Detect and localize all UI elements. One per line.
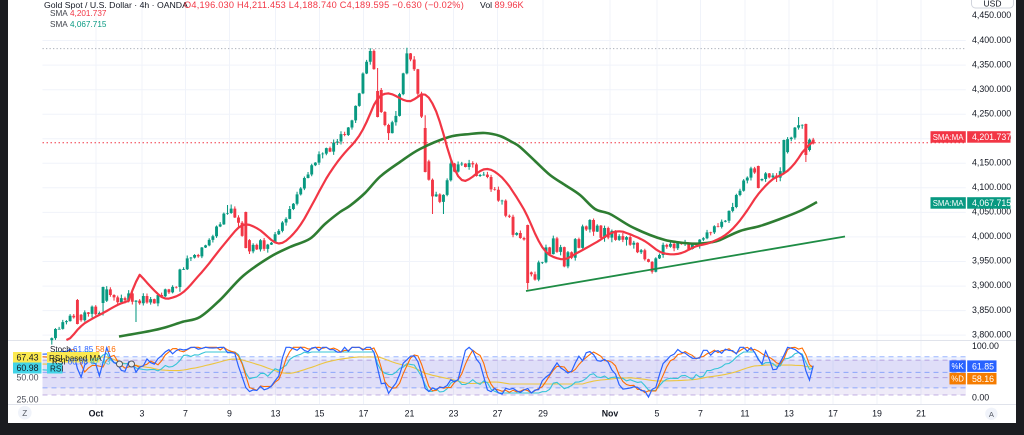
- svg-text:23: 23: [449, 409, 459, 419]
- svg-text:5: 5: [655, 409, 660, 419]
- svg-text:A: A: [989, 410, 995, 419]
- svg-text:4,400.000: 4,400.000: [972, 35, 1011, 45]
- svg-text:89.96K: 89.96K: [495, 0, 525, 10]
- svg-text:SMA 4,067.715: SMA 4,067.715: [50, 20, 107, 29]
- svg-text:SMA:MA: SMA:MA: [933, 199, 965, 208]
- svg-text:Z: Z: [22, 409, 27, 418]
- svg-text:3,800.000: 3,800.000: [972, 329, 1011, 339]
- svg-text:67.43: 67.43: [17, 353, 39, 363]
- svg-text:7: 7: [698, 409, 703, 419]
- svg-text:RSI 60.98 67.43: RSI 60.98 67.43: [52, 358, 111, 367]
- svg-text:21: 21: [405, 409, 415, 419]
- svg-text:58.16: 58.16: [972, 374, 994, 384]
- svg-text:Oct: Oct: [89, 409, 104, 419]
- svg-text:Nov: Nov: [602, 409, 619, 419]
- svg-text:4,150.000: 4,150.000: [972, 158, 1011, 168]
- svg-text:25.00: 25.00: [17, 394, 39, 404]
- svg-text:27: 27: [493, 409, 503, 419]
- svg-text:13: 13: [271, 409, 281, 419]
- svg-text:4,450.000: 4,450.000: [972, 10, 1011, 20]
- svg-text:9: 9: [227, 409, 232, 419]
- svg-text:4,000.000: 4,000.000: [972, 231, 1011, 241]
- svg-text:3,900.000: 3,900.000: [972, 280, 1011, 290]
- svg-text:Stoch 61.85 58.16: Stoch 61.85 58.16: [50, 345, 116, 354]
- svg-text:3: 3: [140, 409, 145, 419]
- svg-text:11: 11: [740, 409, 749, 419]
- svg-text:4,201.737: 4,201.737: [972, 132, 1011, 142]
- svg-text:RSI-based MA: RSI-based MA: [49, 354, 102, 363]
- svg-text:USD: USD: [984, 0, 1002, 9]
- svg-text:4,250.000: 4,250.000: [972, 108, 1011, 118]
- svg-text:4,350.000: 4,350.000: [972, 59, 1011, 69]
- svg-text:SMA 4,201.737: SMA 4,201.737: [50, 9, 107, 18]
- svg-text:4,067.715: 4,067.715: [972, 198, 1011, 208]
- svg-text:17: 17: [359, 409, 369, 419]
- svg-text:29: 29: [538, 409, 548, 419]
- svg-text:7: 7: [183, 409, 188, 419]
- svg-text:O4,196.030 H4,211.453 L4,188.7: O4,196.030 H4,211.453 L4,188.740 C4,189.…: [184, 0, 464, 10]
- svg-text:100.00: 100.00: [972, 341, 999, 351]
- svg-text:21: 21: [916, 409, 926, 419]
- svg-text:17: 17: [828, 409, 838, 419]
- svg-text:Vol: Vol: [480, 0, 492, 10]
- svg-text:SMA:MA: SMA:MA: [933, 133, 965, 142]
- svg-text:4,050.000: 4,050.000: [972, 207, 1011, 217]
- svg-text:19: 19: [872, 409, 882, 419]
- svg-text:15: 15: [315, 409, 325, 419]
- svg-text:RSI: RSI: [50, 365, 64, 374]
- svg-text:4,300.000: 4,300.000: [972, 84, 1011, 94]
- svg-text:50.00: 50.00: [17, 373, 39, 383]
- svg-text:60.98: 60.98: [17, 363, 39, 373]
- svg-text:%D: %D: [951, 375, 964, 384]
- svg-text:%K: %K: [952, 362, 965, 371]
- svg-text:13: 13: [784, 409, 794, 419]
- svg-text:Gold Spot / U.S. Dollar · 4h ·: Gold Spot / U.S. Dollar · 4h · OANDA: [44, 0, 188, 10]
- svg-text:0.00: 0.00: [972, 393, 989, 403]
- svg-text:61.85: 61.85: [972, 361, 994, 371]
- svg-text:3,950.000: 3,950.000: [972, 256, 1011, 266]
- svg-text:3,850.000: 3,850.000: [972, 305, 1011, 315]
- svg-text:4,100.000: 4,100.000: [972, 182, 1011, 192]
